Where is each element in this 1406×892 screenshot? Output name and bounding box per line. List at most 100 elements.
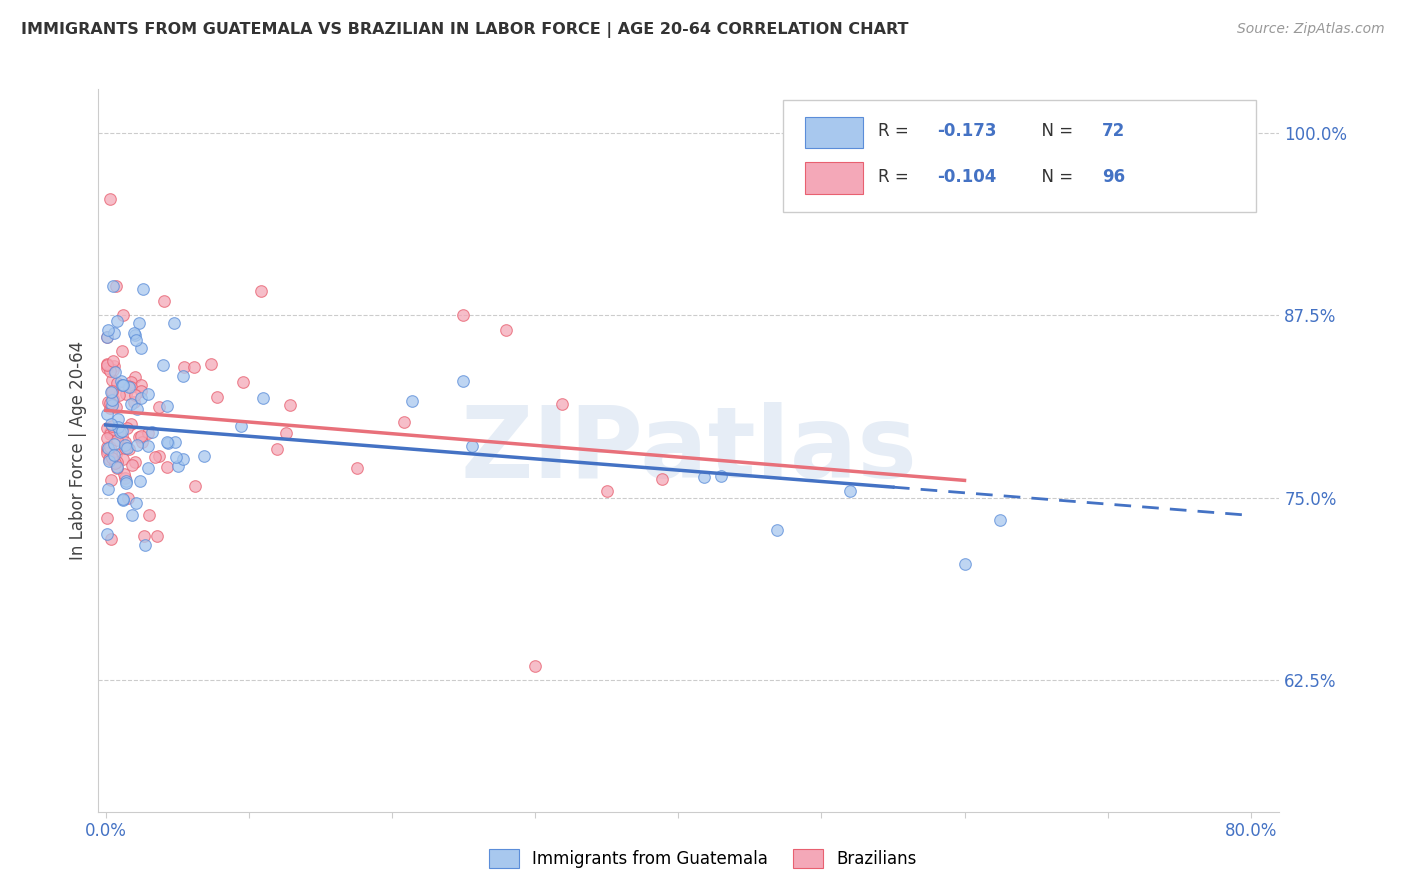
Point [108, 388, 131, 402]
Point [100, 401, 122, 415]
Point [110, 425, 132, 440]
Point [105, 460, 128, 475]
Point [100, 533, 122, 547]
Y-axis label: In Labor Force | Age 20-64: In Labor Force | Age 20-64 [69, 341, 87, 560]
Point [97, 395, 120, 409]
Point [156, 459, 179, 474]
Point [128, 430, 150, 444]
Point [141, 425, 163, 439]
Point [104, 456, 127, 470]
Point [110, 374, 132, 388]
Point [121, 508, 143, 523]
Point [766, 523, 789, 537]
Point [115, 476, 138, 491]
Point [103, 437, 125, 451]
Text: R =: R = [877, 169, 914, 186]
Point [112, 452, 135, 467]
Point [143, 450, 166, 464]
Point [156, 434, 179, 449]
Point [112, 492, 135, 507]
Point [124, 455, 146, 469]
FancyBboxPatch shape [804, 117, 862, 148]
Point [100, 384, 122, 399]
Point [105, 433, 128, 447]
Point [172, 452, 194, 467]
Point [97, 323, 120, 337]
Point [173, 360, 195, 375]
Point [107, 412, 129, 426]
Point [134, 538, 156, 552]
Point [97, 451, 120, 466]
Point [152, 358, 174, 372]
Point [105, 460, 128, 475]
Point [117, 491, 139, 505]
Point [117, 379, 139, 393]
Point [96, 421, 118, 435]
Point [103, 359, 125, 373]
Point [232, 375, 254, 389]
Point [97, 441, 120, 455]
Point [100, 441, 122, 455]
Point [132, 282, 155, 296]
Point [167, 458, 190, 473]
Point [105, 376, 128, 391]
Point [103, 326, 125, 341]
Point [651, 472, 673, 486]
Point [524, 658, 547, 673]
Point [98, 425, 121, 439]
Point [98, 454, 121, 468]
Point [129, 428, 152, 442]
Point [131, 341, 153, 355]
Text: -0.104: -0.104 [936, 169, 997, 186]
Point [98, 363, 121, 377]
Point [156, 435, 179, 450]
Point [710, 469, 733, 483]
Point [120, 397, 142, 411]
Point [125, 496, 148, 510]
Point [120, 375, 142, 389]
Point [118, 442, 141, 456]
Point [101, 279, 124, 293]
Text: ZIPatlas: ZIPatlas [461, 402, 917, 499]
Text: IMMIGRANTS FROM GUATEMALA VS BRAZILIAN IN LABOR FORCE | AGE 20-64 CORRELATION CH: IMMIGRANTS FROM GUATEMALA VS BRAZILIAN I… [21, 22, 908, 38]
Point [101, 397, 124, 411]
Point [96, 431, 118, 445]
Point [129, 391, 152, 405]
Point [163, 316, 186, 330]
Point [200, 357, 222, 371]
Point [138, 508, 160, 522]
Point [96, 330, 118, 344]
Point [114, 474, 136, 488]
Point [96, 361, 118, 376]
Point [117, 441, 139, 455]
Point [183, 359, 205, 374]
Point [96, 483, 118, 497]
Point [105, 455, 128, 469]
Point [111, 378, 134, 392]
Point [131, 435, 153, 450]
Point [148, 400, 170, 414]
Point [103, 448, 125, 462]
Text: 72: 72 [1102, 122, 1126, 140]
Point [156, 399, 179, 413]
Point [145, 529, 167, 543]
Point [100, 396, 122, 410]
Point [125, 438, 148, 452]
Point [115, 421, 138, 435]
Point [118, 379, 141, 393]
Point [115, 387, 138, 401]
Point [274, 426, 297, 441]
Point [101, 418, 124, 433]
Point [98, 192, 121, 206]
Point [114, 435, 136, 450]
Point [394, 415, 416, 429]
Point [101, 353, 124, 368]
Point [453, 374, 475, 388]
Point [165, 450, 187, 464]
FancyBboxPatch shape [783, 100, 1256, 212]
Point [101, 384, 124, 399]
Point [184, 479, 207, 493]
Point [124, 395, 146, 409]
Point [104, 279, 127, 293]
Point [100, 473, 122, 487]
